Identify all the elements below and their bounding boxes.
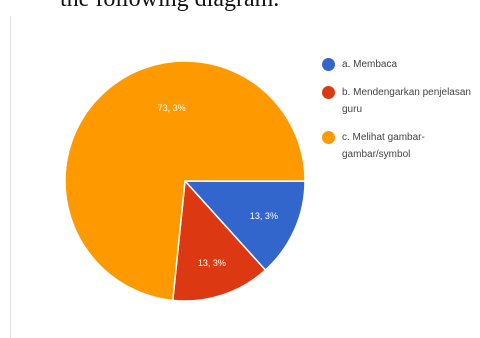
slice-label-c: 73, 3%: [158, 103, 186, 113]
left-divider: [10, 16, 11, 338]
legend-label-c: c. Melihat gambar-gambar/symbol: [342, 132, 425, 160]
slice-label-a: 13, 3%: [250, 211, 278, 221]
pie-slice-a: [183, 180, 306, 272]
legend-item-a: a. Membaca: [322, 56, 472, 73]
legend-label-b: b. Mendengarkan penjelasan guru: [342, 87, 471, 115]
pie-slice-c: [64, 60, 306, 302]
pie-slice-b: [171, 179, 267, 302]
slice-label-b: 13, 3%: [198, 258, 226, 268]
legend-swatch-a: [322, 58, 335, 71]
legend-item-c: c. Melihat gambar-gambar/symbol: [322, 129, 472, 163]
legend-label-a: a. Membaca: [342, 59, 398, 70]
legend-item-b: b. Mendengarkan penjelasan guru: [322, 84, 472, 118]
legend-swatch-b: [322, 86, 335, 99]
chart-legend: a. Membaca b. Mendengarkan penjelasan gu…: [322, 56, 472, 174]
diagram-intro-text: the following diagram.: [60, 0, 279, 13]
legend-swatch-c: [322, 131, 335, 144]
